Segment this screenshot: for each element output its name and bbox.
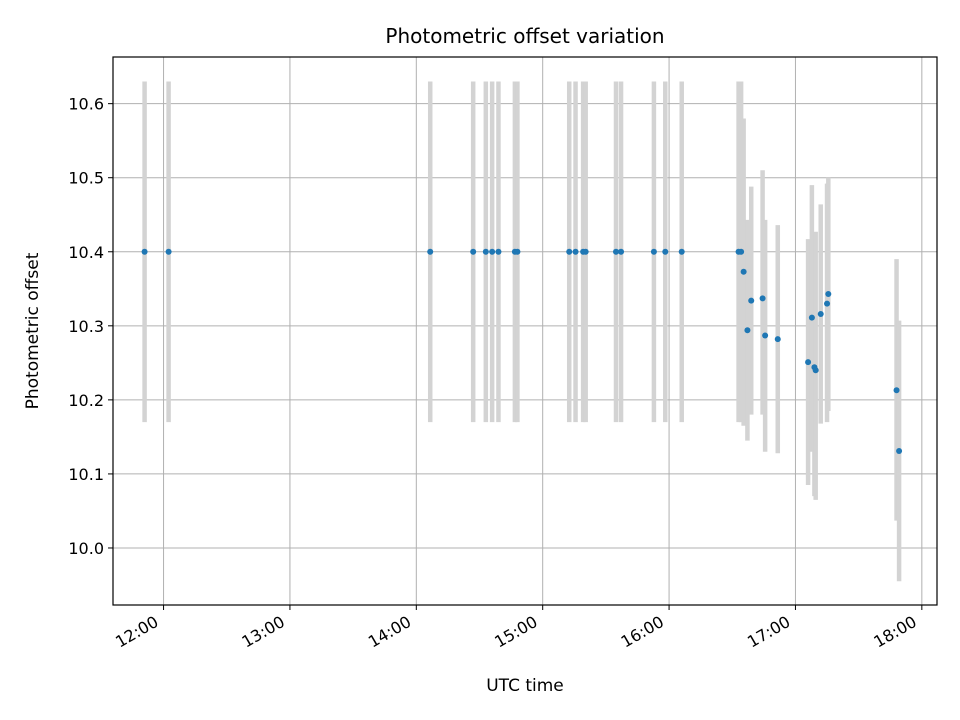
data-point xyxy=(825,290,832,297)
data-point xyxy=(896,447,903,454)
y-axis-ticks: 10.0 10.1 10.2 10.3 10.4 10.5 10.6 xyxy=(68,95,113,558)
data-point xyxy=(805,359,812,366)
data-point xyxy=(812,367,819,374)
data-point xyxy=(582,248,589,255)
data-point xyxy=(612,248,619,255)
data-point xyxy=(489,248,496,255)
plot-frame xyxy=(112,56,938,606)
data-point xyxy=(572,248,579,255)
grid-lines xyxy=(113,57,937,605)
y-tick-label: 10.4 xyxy=(68,243,104,262)
data-point xyxy=(762,332,769,339)
data-point xyxy=(740,268,747,275)
data-point xyxy=(744,327,751,334)
data-points xyxy=(141,248,903,454)
data-point xyxy=(748,297,755,304)
y-tick-label: 10.2 xyxy=(68,391,104,410)
y-tick-label: 10.6 xyxy=(68,95,104,114)
y-axis-label: Photometric offset xyxy=(23,252,43,409)
data-point xyxy=(566,248,573,255)
data-point xyxy=(808,314,815,321)
data-point xyxy=(618,248,625,255)
data-point xyxy=(774,336,781,343)
data-point xyxy=(165,248,172,255)
data-point xyxy=(650,248,657,255)
y-tick-label: 10.1 xyxy=(68,465,104,484)
data-point xyxy=(495,248,502,255)
x-axis-label: UTC time xyxy=(486,676,564,696)
data-point xyxy=(470,248,477,255)
data-point xyxy=(759,295,766,302)
data-point xyxy=(738,248,745,255)
data-point xyxy=(678,248,685,255)
data-point xyxy=(141,248,148,255)
y-tick-label: 10.0 xyxy=(68,539,104,558)
data-point xyxy=(824,300,831,307)
data-point xyxy=(662,248,669,255)
y-tick-label: 10.5 xyxy=(68,169,104,188)
data-point xyxy=(817,310,824,317)
y-tick-label: 10.3 xyxy=(68,317,104,336)
chart-title: Photometric offset variation xyxy=(385,24,664,48)
data-point xyxy=(427,248,434,255)
data-point xyxy=(482,248,489,255)
data-point xyxy=(514,248,521,255)
data-point xyxy=(893,387,900,394)
